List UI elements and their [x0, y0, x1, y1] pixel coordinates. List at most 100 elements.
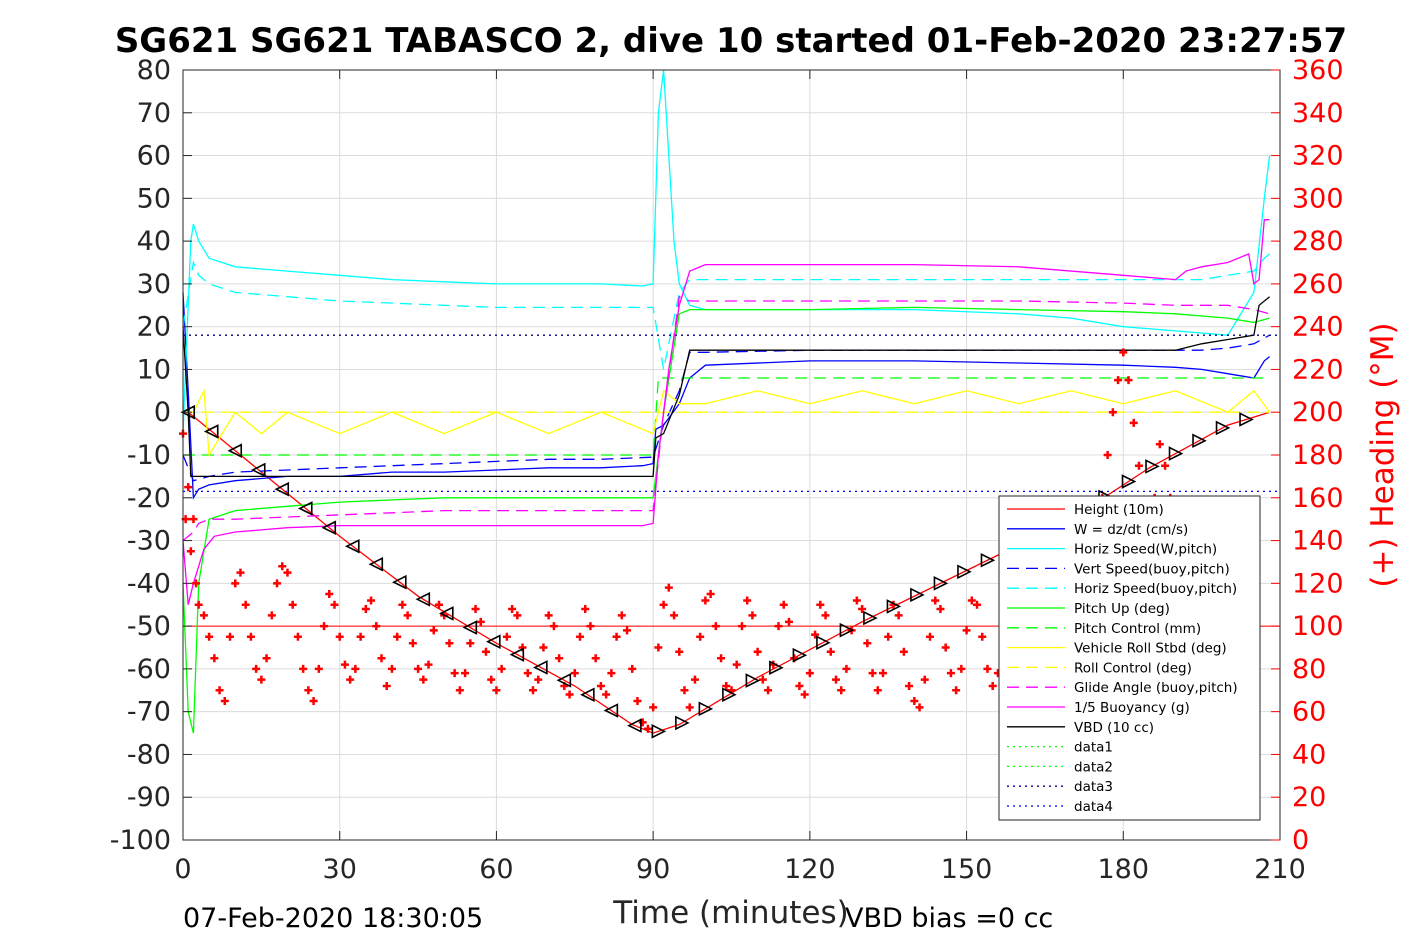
y-right-tick-label: 20: [1292, 782, 1326, 813]
heading-marker: [831, 675, 840, 684]
heading-marker: [278, 562, 287, 571]
heading-marker: [1114, 376, 1123, 385]
x-tick-label: 210: [1254, 854, 1306, 885]
heading-marker: [784, 617, 793, 626]
heading-marker: [774, 622, 783, 631]
heading-marker: [596, 682, 605, 690]
legend-label: 1/5 Buoyancy (g): [1074, 700, 1190, 716]
heading-marker: [690, 675, 699, 684]
y-right-tick-label: 260: [1292, 269, 1344, 300]
heading-marker: [257, 675, 266, 684]
y-right-tick-label: 340: [1292, 98, 1344, 129]
heading-marker: [351, 664, 360, 673]
heading-marker: [320, 622, 329, 631]
heading-marker: [711, 622, 720, 631]
y-right-tick-label: 220: [1292, 354, 1344, 385]
heading-marker: [424, 660, 433, 669]
x-tick-label: 120: [784, 854, 836, 885]
dive-marker: [439, 606, 454, 621]
heading-marker: [393, 632, 402, 641]
heading-marker: [189, 515, 198, 524]
heading-marker: [623, 626, 632, 635]
heading-marker: [377, 654, 386, 663]
heading-marker: [262, 654, 271, 663]
heading-marker: [471, 605, 480, 613]
heading-marker: [513, 611, 522, 620]
heading-marker: [346, 675, 355, 684]
dive-marker: [627, 718, 642, 733]
dive-marker: [533, 660, 548, 675]
dive-marker: [816, 635, 831, 650]
y-tick-label: -10: [127, 440, 171, 471]
heading-marker: [957, 664, 966, 673]
heading-marker: [466, 639, 475, 648]
dive-marker: [180, 404, 196, 420]
y-tick-label: -50: [127, 611, 171, 642]
y-right-tick-label: 60: [1292, 697, 1326, 728]
heading-marker: [764, 686, 773, 695]
dive-marker: [321, 520, 337, 536]
heading-marker: [367, 596, 376, 605]
x-tick-label: 150: [941, 854, 993, 885]
dive-marker: [415, 592, 431, 607]
heading-marker: [926, 632, 935, 641]
heading-marker: [915, 703, 924, 712]
heading-marker: [988, 682, 997, 690]
heading-marker: [408, 639, 417, 648]
x-axis-label: Time (minutes): [612, 895, 848, 931]
heading-marker: [805, 669, 814, 678]
heading-marker: [816, 600, 825, 609]
heading-marker: [722, 682, 731, 690]
y-right-tick-label: 240: [1292, 312, 1344, 343]
y-right-tick-label: 160: [1292, 483, 1344, 514]
heading-marker: [241, 600, 250, 609]
heading-marker: [811, 630, 820, 639]
dive-marker: [792, 647, 808, 663]
legend-label: Height (10m): [1074, 502, 1164, 518]
heading-marker: [356, 632, 365, 641]
heading-marker: [192, 579, 201, 588]
x-tick-label: 30: [323, 854, 357, 885]
dive-marker: [675, 715, 690, 731]
y-right-tick-label: 140: [1292, 526, 1344, 557]
legend-label: Vehicle Roll Stbd (deg): [1074, 641, 1227, 657]
heading-marker: [252, 664, 261, 673]
dive-marker: [391, 574, 407, 590]
heading-marker: [617, 611, 626, 620]
heading-marker: [534, 675, 543, 684]
dive-marker: [722, 687, 737, 702]
heading-marker: [387, 664, 396, 673]
heading-marker: [1134, 461, 1143, 470]
heading-marker: [231, 579, 240, 588]
series-line-9: [182, 295, 1270, 542]
y-right-tick-label: 280: [1292, 226, 1344, 257]
y-tick-label: 40: [137, 226, 171, 257]
heading-marker: [581, 605, 590, 613]
heading-marker: [973, 600, 982, 609]
heading-marker: [602, 690, 611, 699]
y-right-tick-label: 300: [1292, 183, 1344, 214]
heading-marker: [361, 605, 370, 613]
heading-marker: [502, 632, 511, 641]
legend-label: Pitch Control (mm): [1074, 621, 1201, 637]
heading-marker: [236, 568, 245, 577]
heading-marker: [445, 639, 454, 648]
heading-marker: [649, 703, 658, 712]
heading-marker: [194, 600, 203, 609]
heading-marker: [732, 660, 741, 669]
dive-marker: [933, 576, 949, 591]
heading-marker: [487, 675, 496, 684]
heading-marker: [659, 600, 668, 609]
heading-marker: [884, 632, 893, 641]
heading-marker: [549, 622, 558, 631]
y-tick-label: 80: [137, 55, 171, 86]
y-right-tick-label: 120: [1292, 568, 1344, 599]
y-right-tick-label: 180: [1292, 440, 1344, 471]
legend-label: data1: [1074, 740, 1113, 756]
heading-marker: [654, 643, 663, 652]
heading-marker: [283, 568, 292, 577]
heading-marker: [978, 632, 987, 641]
legend-label: Horiz Speed(buoy,pitch): [1074, 581, 1237, 597]
heading-marker: [842, 664, 851, 673]
